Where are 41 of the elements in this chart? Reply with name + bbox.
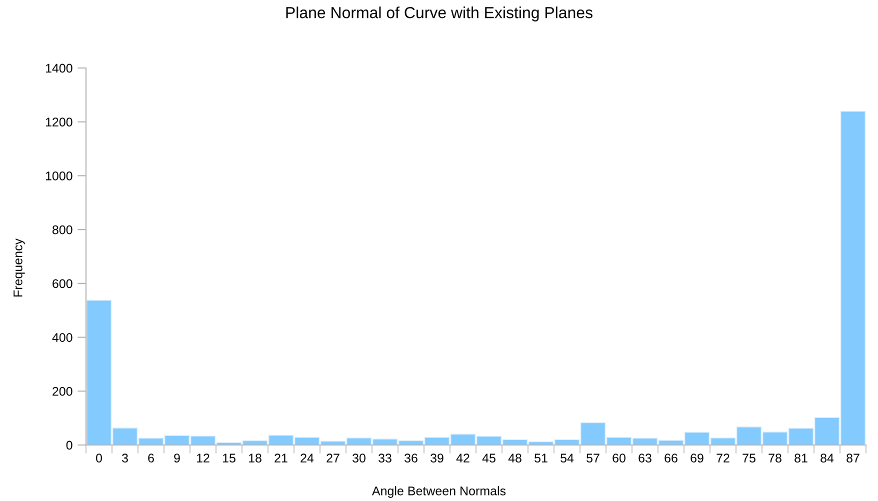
chart-title: Plane Normal of Curve with Existing Planes (286, 6, 592, 22)
y-tick-label: 400 (52, 333, 72, 342)
x-tick-label: 75 (742, 454, 756, 463)
x-tick-label: 63 (638, 454, 652, 463)
x-tick-label: 78 (768, 454, 782, 463)
y-tick-label: 0 (66, 440, 72, 450)
x-tick-label: 18 (249, 454, 262, 463)
x-tick-label: 54 (560, 454, 574, 463)
x-tick-label: 51 (534, 454, 548, 463)
x-tick-label: 6 (148, 454, 154, 463)
y-axis-title: Frequency (14, 238, 25, 296)
x-axis-title: Angle Between Normals (372, 486, 506, 498)
x-tick-label: 84 (820, 454, 834, 463)
x-tick-label: 21 (274, 454, 288, 462)
x-tick-label: 3 (122, 454, 128, 463)
x-tick-label: 48 (508, 454, 522, 463)
x-tick-label: 66 (664, 454, 678, 463)
y-tick-label: 200 (52, 386, 72, 396)
x-tick-label: 0 (96, 454, 102, 463)
x-tick-label: 36 (404, 454, 418, 463)
x-tick-label: 24 (300, 454, 314, 462)
y-tick-label: 1400 (46, 64, 72, 73)
x-tick-label: 81 (794, 454, 808, 463)
x-tick-label: 45 (482, 454, 496, 463)
x-tick-label: 72 (716, 454, 730, 462)
x-tick-label: 30 (352, 454, 366, 463)
y-tick-label: 600 (52, 279, 72, 288)
y-tick-label: 800 (52, 225, 72, 234)
x-tick-label: 33 (378, 454, 392, 463)
x-tick-label: 39 (430, 454, 444, 463)
y-tick-label: 1200 (46, 118, 72, 127)
x-tick-label: 12 (197, 454, 210, 462)
x-tick-label: 60 (612, 454, 626, 463)
x-tick-label: 9 (174, 454, 180, 463)
y-tick-label: 1000 (46, 172, 72, 180)
x-tick-label: 69 (690, 454, 704, 463)
x-tick-label: 42 (456, 454, 470, 462)
x-tick-label: 57 (586, 454, 600, 463)
x-tick-label: 27 (326, 454, 340, 462)
x-tick-label: 15 (223, 454, 236, 463)
x-tick-label: 87 (846, 454, 860, 463)
